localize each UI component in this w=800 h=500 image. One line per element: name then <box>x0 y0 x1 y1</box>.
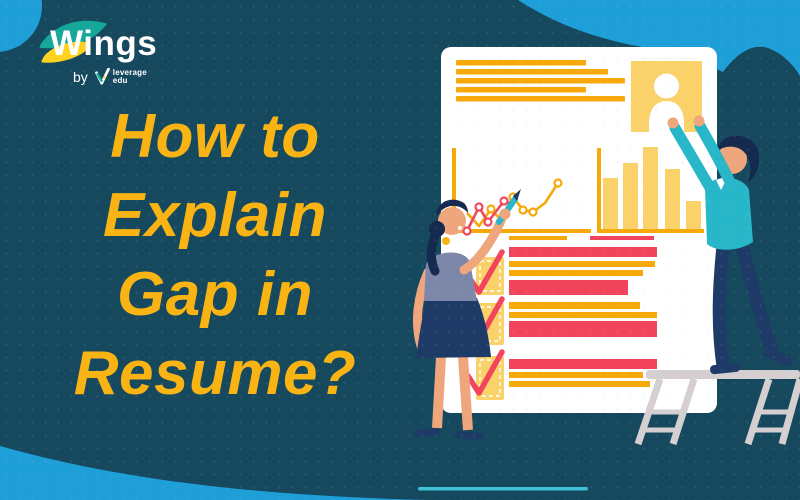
floor-line <box>418 487 588 491</box>
corner-circle-shape <box>0 0 42 52</box>
wings-logo-icon <box>39 20 108 63</box>
man-figure <box>667 115 793 375</box>
resume-text-rows <box>509 247 657 387</box>
man-hand <box>693 115 705 127</box>
man-arm <box>669 122 719 199</box>
woman-earring <box>442 237 450 245</box>
leverage-edu-line1: leverage <box>112 67 147 77</box>
woman-hair <box>436 199 468 216</box>
page-title: How to Explain Gap in Resume? <box>5 97 425 413</box>
leverage-edu-text: leverage edu <box>112 67 147 85</box>
step-table <box>634 370 800 446</box>
brand-name: Wings <box>50 24 158 63</box>
woman-ponytail <box>426 228 441 276</box>
woman-leg <box>432 356 446 429</box>
checkbox <box>465 349 505 400</box>
leverage-edu-line2: edu <box>112 75 128 85</box>
man-hand <box>667 117 679 129</box>
man-leg <box>712 245 730 367</box>
man-shoe <box>710 362 741 375</box>
woman-smile <box>458 226 462 230</box>
resume-header-lines <box>456 60 625 102</box>
bar-chart-doodle <box>590 147 704 240</box>
pencil-tip <box>513 189 521 201</box>
title-line: How to <box>110 102 320 171</box>
woman-hand <box>499 208 511 220</box>
man-shoe <box>763 347 793 367</box>
bottom-wedge-shape <box>0 446 430 500</box>
leverage-edu-logo: leverage edu <box>94 67 147 85</box>
woman-shoe <box>454 431 483 440</box>
wings-logo: Wings by leverage edu <box>28 12 228 96</box>
mountain-silhouette <box>693 46 800 132</box>
byline-by: by <box>73 68 88 85</box>
man-arm <box>694 120 743 203</box>
man-leg <box>735 244 781 359</box>
woman-figure <box>412 189 521 440</box>
title-line: Gap in <box>117 260 313 329</box>
woman-leg <box>458 356 473 431</box>
resume-document <box>441 47 717 413</box>
resume-photo <box>631 61 702 132</box>
byline: by leverage edu <box>73 68 147 85</box>
man-hair <box>716 135 759 182</box>
leverage-edu-check-icon <box>94 68 110 85</box>
woman-skirt <box>416 298 491 358</box>
woman-shoe <box>413 428 442 437</box>
title-line: Explain <box>102 181 327 250</box>
title-line: Resume? <box>73 339 357 408</box>
top-wave-shape <box>518 0 800 114</box>
